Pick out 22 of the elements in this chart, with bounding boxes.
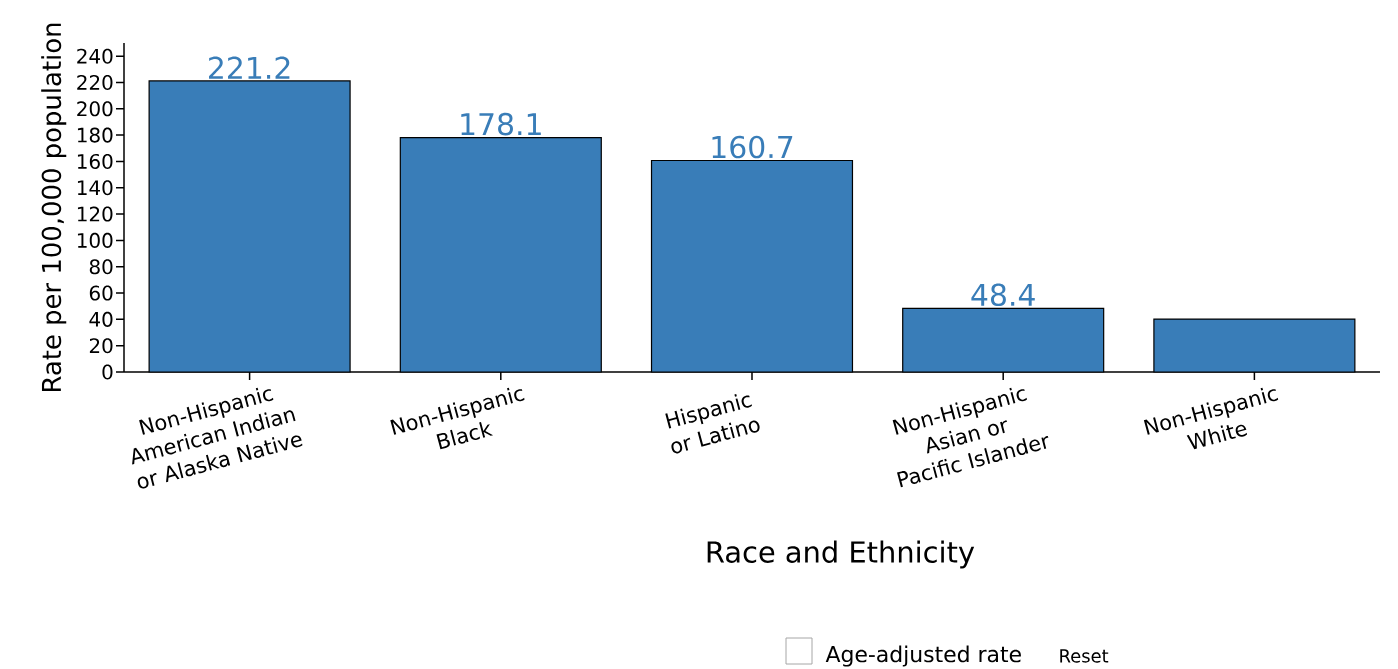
text: Age-adjusted rate	[825, 645, 1021, 667]
y-tick-label: 180	[77, 127, 113, 143]
y-tick-label: 200	[77, 101, 113, 117]
data-label: 178.1	[461, 112, 541, 136]
y-tick-label: 40	[89, 311, 113, 327]
y-tick-label: 0	[102, 364, 113, 380]
y-tick-label: 140	[77, 180, 113, 196]
data-label: 221.2	[209, 56, 290, 79]
text: Reset	[1060, 649, 1109, 663]
y-axis-title: Rate per 100,000 population	[41, 23, 67, 391]
data-label: 48.4	[971, 283, 1035, 307]
y-tick-label: 60	[89, 285, 113, 301]
x-axis-title: Race and Ethnicity	[707, 540, 975, 569]
y-tick-label: 240	[77, 48, 113, 64]
y-tick-label: 100	[77, 232, 113, 248]
y-tick-label: 220	[77, 74, 113, 91]
y-tick-label: 20	[89, 338, 113, 354]
data-label: 160.7	[712, 135, 793, 159]
y-tick-label: 160	[77, 153, 113, 169]
y-tick-label: 120	[77, 206, 113, 222]
y-tick-label: 80	[89, 259, 113, 275]
x-tick-label: Hispanic or Latino	[665, 394, 760, 454]
